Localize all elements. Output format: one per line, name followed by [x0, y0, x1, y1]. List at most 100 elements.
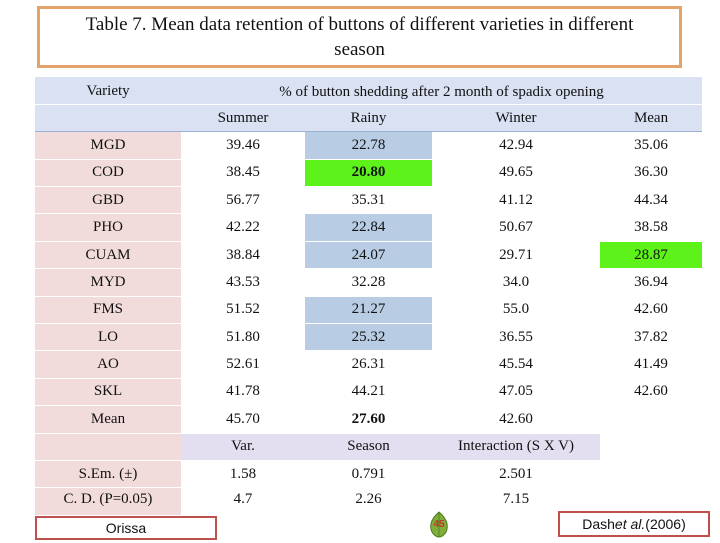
variety-cell: PHO [35, 213, 181, 242]
location-text: Orissa [105, 520, 147, 536]
mean-row-label: Mean [35, 405, 181, 434]
mean-summer: 45.70 [181, 405, 305, 434]
rainy-cell: 22.78 [305, 131, 432, 160]
table-row: COD 38.45 20.80 49.65 36.30 [35, 159, 703, 188]
location-label: Orissa [35, 516, 217, 540]
mean-cell: 37.82 [600, 323, 703, 352]
data-table: Variety % of button shedding after 2 mon… [35, 77, 703, 516]
rainy-cell: 32.28 [305, 268, 432, 297]
stats-col-var: Var. [181, 433, 305, 461]
mean-cell: 36.94 [600, 268, 703, 297]
winter-cell: 41.12 [432, 186, 600, 215]
mean-cell-lowest: 28.87 [600, 241, 703, 270]
mean-cell: 35.06 [600, 131, 703, 160]
mean-cell: 42.60 [600, 296, 703, 325]
table-row: SKL 41.78 44.21 47.05 42.60 [35, 378, 703, 407]
cd-season: 2.26 [305, 487, 432, 516]
citation-box: Dash et al. (2006) [558, 511, 710, 537]
summer-cell: 51.52 [181, 296, 305, 325]
page-number: 45 [433, 519, 445, 530]
cd-var: 4.7 [181, 487, 305, 516]
header-row-2: Summer Rainy Winter Mean [35, 104, 703, 133]
variety-cell: FMS [35, 296, 181, 325]
variety-cell: CUAM [35, 241, 181, 270]
table-row: CUAM 38.84 24.07 29.71 28.87 [35, 241, 703, 270]
rainy-cell-lowest: 20.80 [305, 159, 432, 188]
variety-cell: GBD [35, 186, 181, 215]
winter-cell: 47.05 [432, 378, 600, 407]
stats-header-row: Var. Season Interaction (S X V) [35, 433, 703, 461]
mean-row: Mean 45.70 27.60 42.60 [35, 405, 703, 434]
variety-cell: COD [35, 159, 181, 188]
col-mean: Mean [600, 104, 703, 133]
sem-label: S.Em. (±) [35, 460, 181, 489]
mean-rainy: 27.60 [305, 405, 432, 434]
mean-cell: 44.34 [600, 186, 703, 215]
sem-var: 1.58 [181, 460, 305, 489]
rainy-cell: 35.31 [305, 186, 432, 215]
summer-cell: 43.53 [181, 268, 305, 297]
stats-col-interaction: Interaction (S X V) [432, 433, 600, 461]
summer-cell: 51.80 [181, 323, 305, 352]
stats-col-season: Season [305, 433, 432, 461]
summer-cell: 38.45 [181, 159, 305, 188]
winter-cell: 42.94 [432, 131, 600, 160]
page-number-badge: 45 [428, 510, 450, 538]
variety-header: Variety [35, 77, 181, 105]
summer-cell: 56.77 [181, 186, 305, 215]
header-row-1: Variety % of button shedding after 2 mon… [35, 77, 703, 105]
rainy-cell: 26.31 [305, 350, 432, 379]
variety-cell: SKL [35, 378, 181, 407]
winter-cell: 36.55 [432, 323, 600, 352]
rainy-cell: 24.07 [305, 241, 432, 270]
variety-cell: LO [35, 323, 181, 352]
group-header: % of button shedding after 2 month of sp… [181, 77, 703, 105]
summer-cell: 42.22 [181, 213, 305, 242]
mean-cell: 42.60 [600, 378, 703, 407]
mean-cell: 38.58 [600, 213, 703, 242]
mean-mean [600, 405, 703, 434]
summer-cell: 41.78 [181, 378, 305, 407]
variety-header-spacer [35, 104, 181, 133]
summer-cell: 52.61 [181, 350, 305, 379]
rainy-cell: 22.84 [305, 213, 432, 242]
winter-cell: 55.0 [432, 296, 600, 325]
summer-cell: 39.46 [181, 131, 305, 160]
stats-empty-cell [600, 433, 703, 461]
mean-winter: 42.60 [432, 405, 600, 434]
table-row: AO 52.61 26.31 45.54 41.49 [35, 350, 703, 379]
table-row: LO 51.80 25.32 36.55 37.82 [35, 323, 703, 352]
table-row: PHO 42.22 22.84 50.67 38.58 [35, 213, 703, 242]
sem-row: S.Em. (±) 1.58 0.791 2.501 [35, 460, 703, 489]
mean-cell: 41.49 [600, 350, 703, 379]
table-row: MGD 39.46 22.78 42.94 35.06 [35, 131, 703, 160]
table-title-box: Table 7. Mean data retention of buttons … [37, 6, 682, 68]
col-winter: Winter [432, 104, 600, 133]
winter-cell: 34.0 [432, 268, 600, 297]
col-rainy: Rainy [305, 104, 432, 133]
summer-cell: 38.84 [181, 241, 305, 270]
winter-cell: 50.67 [432, 213, 600, 242]
rainy-cell: 21.27 [305, 296, 432, 325]
cd-label: C. D. (P=0.05) [35, 487, 181, 516]
citation-author: Dash [582, 516, 615, 532]
table-title: Table 7. Mean data retention of buttons … [85, 14, 634, 60]
mean-cell: 36.30 [600, 159, 703, 188]
sem-empty-cell [600, 460, 703, 489]
table-row: FMS 51.52 21.27 55.0 42.60 [35, 296, 703, 325]
winter-cell: 29.71 [432, 241, 600, 270]
sem-season: 0.791 [305, 460, 432, 489]
rainy-cell: 25.32 [305, 323, 432, 352]
variety-cell: MYD [35, 268, 181, 297]
rainy-cell: 44.21 [305, 378, 432, 407]
citation-etal: et al. [614, 516, 646, 532]
variety-cell: MGD [35, 131, 181, 160]
table-row: MYD 43.53 32.28 34.0 36.94 [35, 268, 703, 297]
winter-cell: 49.65 [432, 159, 600, 188]
stats-header-spacer [35, 433, 181, 461]
citation-year: (2006) [645, 516, 686, 532]
table-row: GBD 56.77 35.31 41.12 44.34 [35, 186, 703, 215]
winter-cell: 45.54 [432, 350, 600, 379]
variety-cell: AO [35, 350, 181, 379]
leaf-icon [430, 511, 448, 538]
